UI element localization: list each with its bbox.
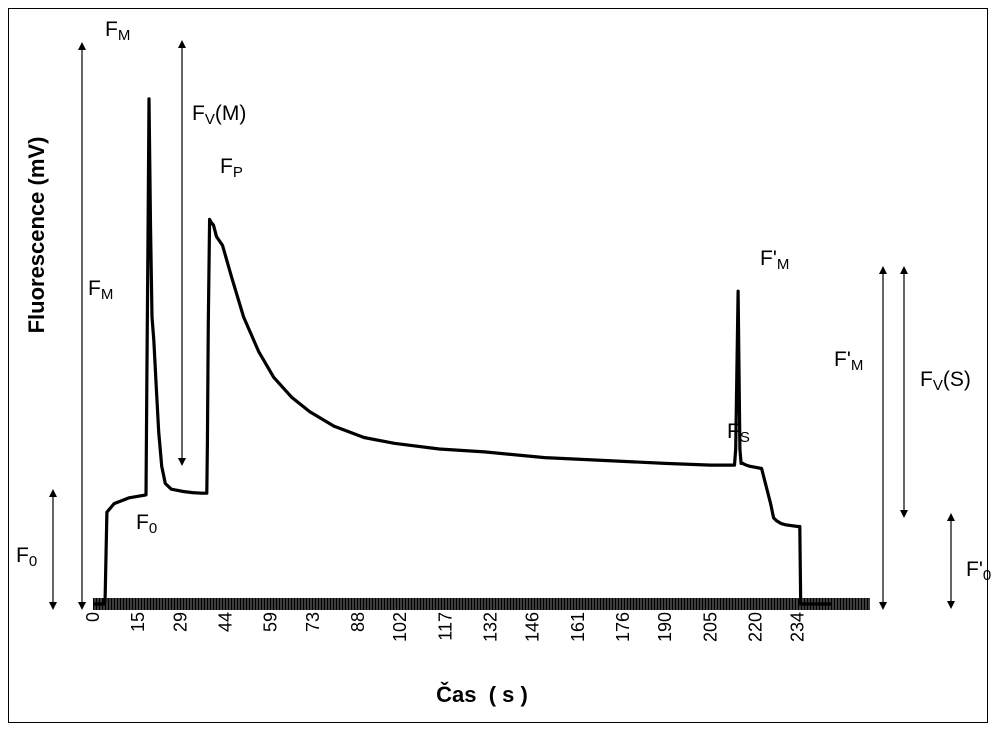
x-tick-label: 29: [170, 612, 190, 632]
x-tick-label: 234: [788, 612, 808, 642]
x-axis-title: Čas ( s ): [436, 682, 528, 707]
annotation-fpm-right: F'M: [834, 348, 863, 374]
x-tick-labels: 0 15 29 44 59 73 88 102 117 132 146 161 176 190 205 220…: [83, 612, 808, 642]
x-tick-label: 88: [348, 612, 368, 632]
annotation-fv-s: FV(S): [920, 368, 971, 394]
x-tick-label: 132: [481, 612, 501, 642]
x-tick-label: 73: [303, 612, 323, 632]
x-tick-label: 205: [700, 612, 720, 642]
annotation-arrows: [49, 40, 955, 610]
annotation-f0-curve: F0: [136, 511, 157, 537]
x-tick-label: 176: [613, 612, 633, 642]
x-axis-band: [93, 598, 870, 610]
x-tick-label: 117: [435, 612, 455, 641]
x-tick-label: 161: [568, 612, 588, 642]
annotation-fm-left: FM: [88, 277, 113, 303]
y-axis-title: Fluorescence (mV): [24, 137, 49, 334]
x-tick-label: 0: [83, 612, 103, 622]
x-tick-label: 102: [390, 612, 410, 642]
annotation-fv-m: FV(M): [192, 102, 246, 128]
x-tick-label: 146: [523, 612, 543, 642]
annotation-fm-top: FM: [105, 18, 130, 44]
annotation-f0-left: F0: [16, 544, 37, 570]
series-group: [93, 97, 831, 606]
x-tick-label: 15: [128, 612, 148, 632]
x-tick-label: 220: [746, 612, 766, 642]
annotation-fpm-top: F'M: [760, 247, 789, 273]
x-tick-label: 190: [655, 612, 675, 642]
fluorescence-series-line: [93, 97, 831, 606]
annotation-fp: FP: [220, 155, 243, 181]
x-tick-label: 44: [216, 612, 236, 632]
annotation-fs: FS: [727, 420, 750, 446]
annotation-fp0: F'0: [966, 558, 991, 584]
x-tick-label: 59: [261, 612, 281, 632]
